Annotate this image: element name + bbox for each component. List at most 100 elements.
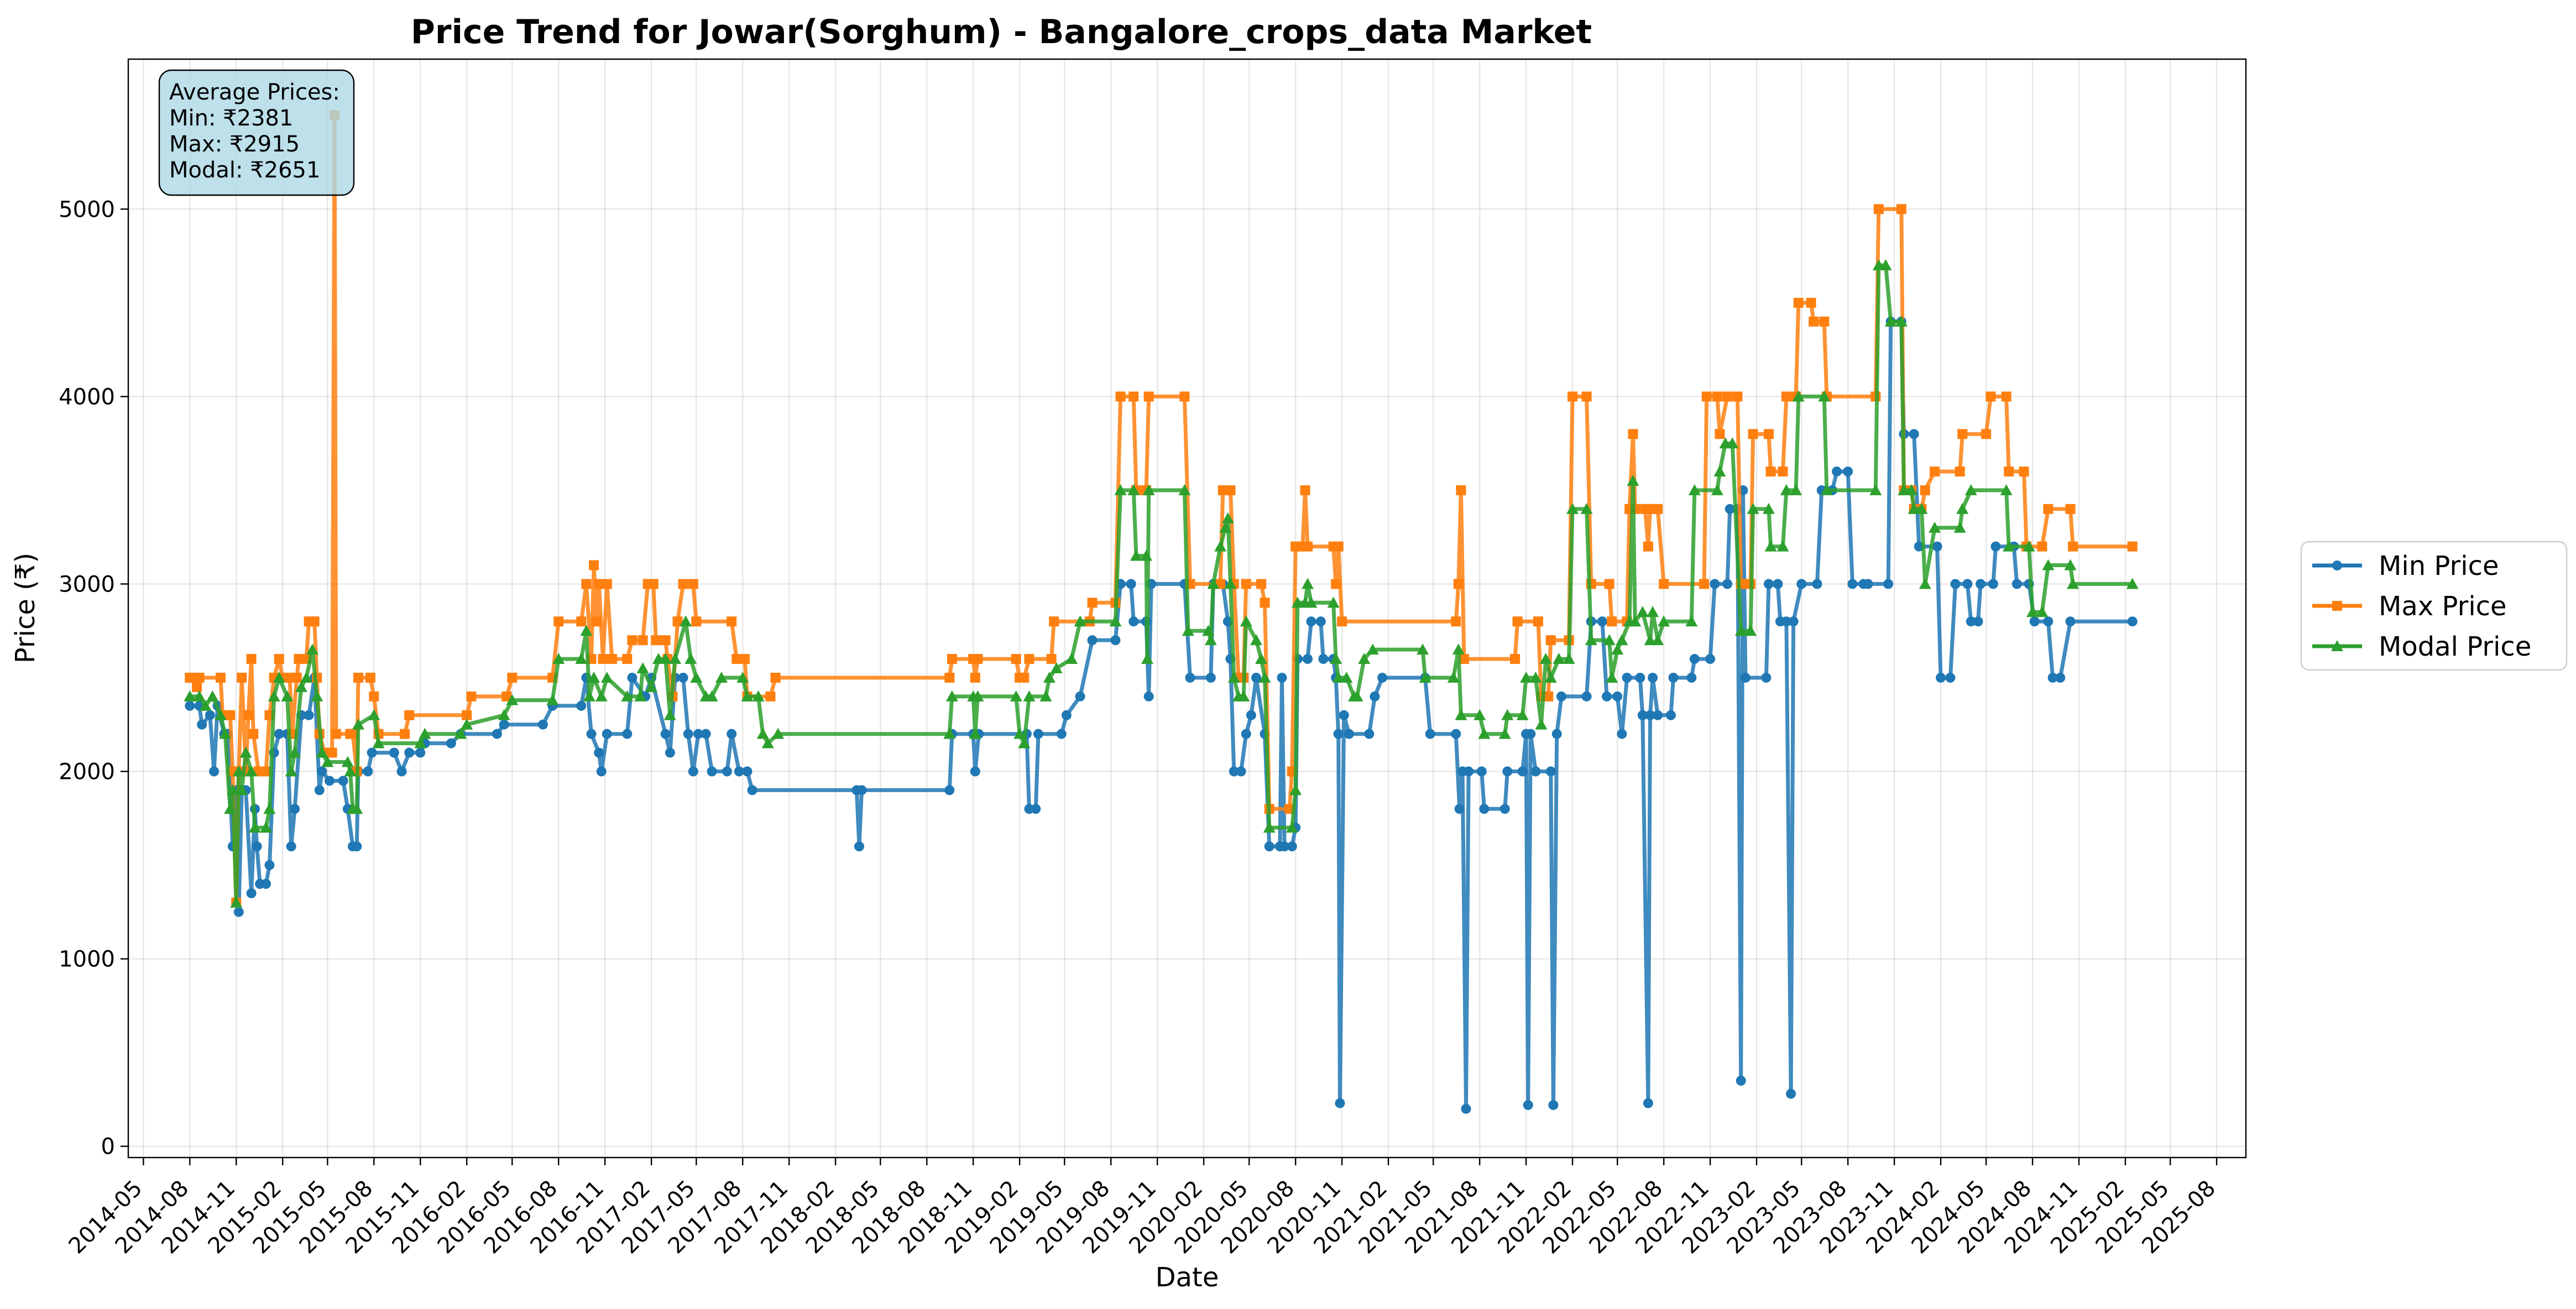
data-point-min-price <box>1962 579 1973 589</box>
data-point-modal-price <box>1474 709 1486 720</box>
y-tick-label: 4000 <box>59 384 115 410</box>
data-point-max-price <box>1957 429 1968 439</box>
data-point-modal-price <box>943 727 956 739</box>
data-point-modal-price <box>273 671 285 683</box>
data-point-max-price <box>309 616 320 627</box>
data-point-min-price <box>1668 672 1679 683</box>
y-tick-label: 0 <box>101 1134 115 1160</box>
data-point-min-price <box>1277 672 1287 683</box>
data-point-max-price <box>765 691 776 701</box>
data-point-max-price <box>2019 466 2029 477</box>
data-point-modal-price <box>1606 671 1618 683</box>
data-point-modal-price <box>1501 709 1514 720</box>
data-point-max-price <box>770 672 781 683</box>
data-point-max-price <box>622 654 633 664</box>
data-point-max-price <box>1459 654 1469 664</box>
data-point-modal-price <box>1879 259 1892 270</box>
data-point-min-price <box>683 729 693 739</box>
data-point-max-price <box>1643 541 1653 552</box>
data-point-modal-price <box>668 653 681 664</box>
data-point-modal-price <box>690 671 703 683</box>
data-point-modal-price <box>1647 606 1659 617</box>
data-point-min-price <box>363 766 373 777</box>
data-point-min-price <box>1517 766 1528 777</box>
data-point-min-price <box>1499 804 1510 814</box>
data-point-max-price <box>627 635 638 646</box>
data-point-max-price <box>1604 579 1614 589</box>
data-point-min-price <box>1705 654 1716 664</box>
data-point-min-price <box>1033 729 1043 739</box>
data-point-modal-price <box>1629 615 1642 627</box>
data-point-modal-price <box>1627 474 1639 486</box>
data-point-modal-price <box>1956 502 1969 514</box>
data-point-modal-price <box>971 690 984 701</box>
data-point-max-price <box>651 635 661 646</box>
series-line-min-price <box>187 320 2135 1111</box>
data-point-modal-price <box>1915 502 1928 514</box>
data-point-max-price <box>576 616 587 627</box>
data-point-min-price <box>1087 635 1098 646</box>
data-point-max-price <box>672 616 683 627</box>
y-tick-label: 3000 <box>59 572 115 597</box>
data-point-max-price <box>1809 316 1819 327</box>
data-point-modal-price <box>969 727 981 739</box>
data-point-modal-price <box>1214 540 1227 552</box>
data-point-max-price <box>1024 654 1034 664</box>
data-point-max-price <box>1873 204 1884 214</box>
data-point-min-price <box>1966 616 1976 627</box>
data-point-modal-price <box>1130 549 1142 561</box>
data-point-max-price <box>638 635 648 646</box>
data-point-modal-price <box>1447 671 1460 683</box>
data-point-min-price <box>1241 729 1251 739</box>
data-point-modal-price <box>419 727 431 739</box>
data-point-min-price <box>274 729 284 739</box>
data-point-modal-price <box>2026 606 2039 617</box>
data-point-min-price <box>1110 635 1121 646</box>
data-point-min-price <box>2065 616 2076 627</box>
data-point-min-price <box>1339 710 1349 720</box>
data-point-min-price <box>734 766 744 777</box>
data-point-modal-price <box>1289 784 1302 795</box>
legend-label-modal-price: Modal Price <box>2379 631 2531 662</box>
data-point-modal-price <box>1286 821 1298 833</box>
data-point-modal-price <box>1327 596 1340 608</box>
data-point-min-price <box>286 841 296 852</box>
data-point-modal-price <box>352 718 365 730</box>
data-point-max-price <box>944 672 955 683</box>
data-point-min-price <box>1725 504 1735 514</box>
data-point-modal-price <box>1603 634 1616 646</box>
data-point-min-price <box>1863 579 1873 589</box>
data-point-min-price <box>1229 766 1239 777</box>
data-point-modal-price <box>1544 671 1557 683</box>
data-point-min-price <box>1909 429 1919 439</box>
data-point-min-price <box>261 878 271 889</box>
data-point-min-price <box>1597 616 1607 627</box>
data-point-modal-price <box>715 671 728 683</box>
data-point-modal-price <box>1726 437 1739 449</box>
data-point-modal-price <box>634 690 647 701</box>
data-point-min-price <box>404 747 415 758</box>
data-point-max-price <box>1732 391 1743 402</box>
data-point-min-price <box>367 747 377 758</box>
data-point-max-price <box>602 579 612 589</box>
data-point-modal-price <box>351 803 363 814</box>
data-point-modal-price <box>2064 559 2077 570</box>
data-point-max-price <box>1793 297 1804 308</box>
data-point-modal-price <box>372 737 385 748</box>
y-tick-label: 1000 <box>59 947 115 972</box>
data-point-modal-price <box>498 709 510 720</box>
data-point-modal-price <box>1417 643 1429 655</box>
data-point-modal-price <box>1792 390 1805 402</box>
data-point-max-price <box>1087 598 1098 608</box>
data-point-min-price <box>1370 691 1380 701</box>
data-point-max-price <box>1607 616 1617 627</box>
data-point-max-price <box>1333 541 1344 552</box>
data-point-modal-price <box>1050 662 1063 674</box>
data-point-min-price <box>594 747 604 758</box>
data-point-modal-price <box>321 756 334 767</box>
data-point-min-price <box>1502 766 1513 777</box>
data-point-modal-price <box>1658 615 1670 627</box>
data-point-modal-price <box>2023 540 2035 552</box>
data-point-max-price <box>1533 616 1543 627</box>
